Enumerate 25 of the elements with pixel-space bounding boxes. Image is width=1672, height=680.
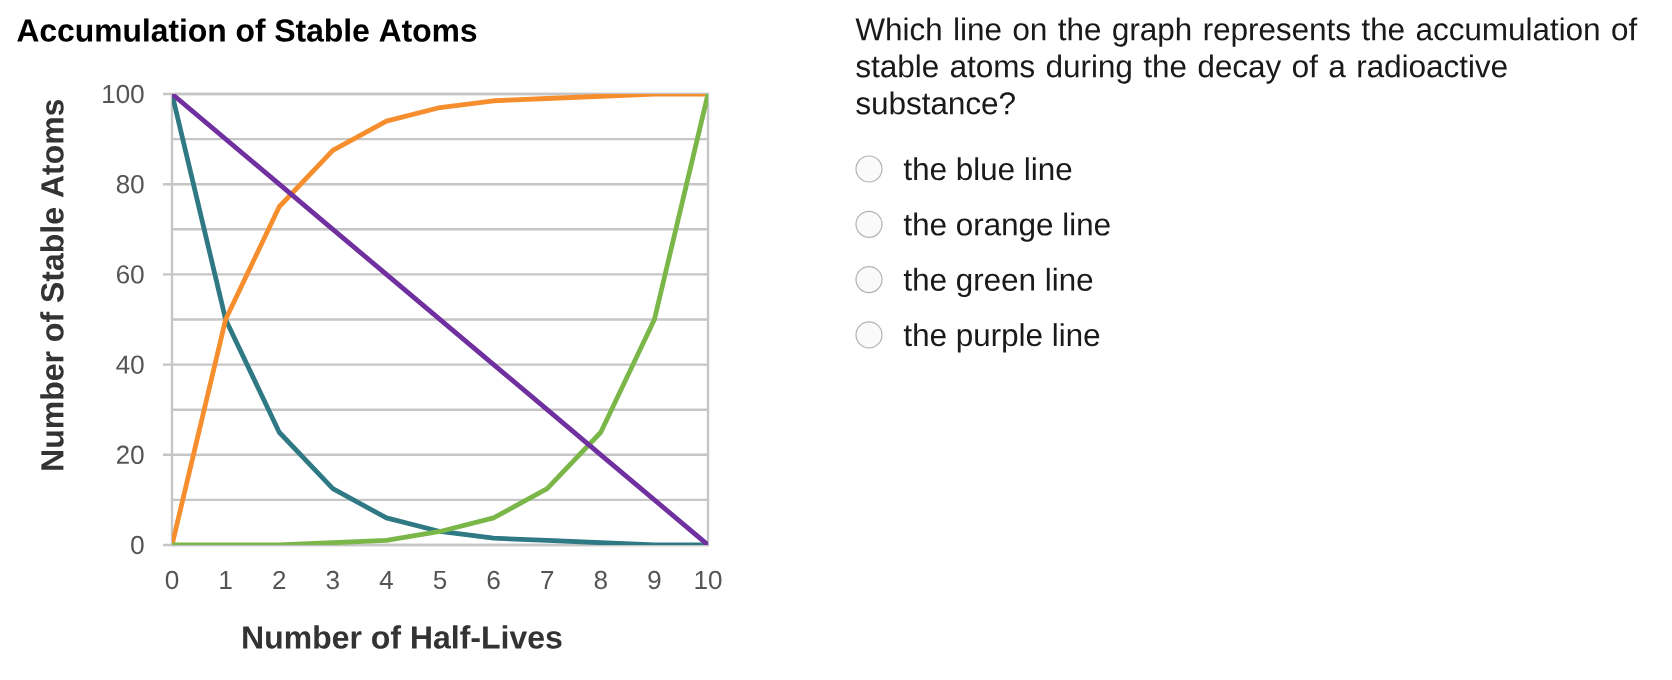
category-label: the green line <box>903 267 1093 298</box>
x-tick-label: 9 <box>648 570 661 590</box>
y-tick-label: 40 <box>116 355 144 374</box>
x-axis-title: Number of Half-Lives <box>243 625 562 649</box>
x-tick-label: 2 <box>273 570 286 590</box>
x-tick-label: 10 <box>695 570 722 590</box>
y-tick-label: 0 <box>131 535 144 555</box>
category-label: the purple line <box>903 323 1100 353</box>
x-tick-label: 5 <box>433 570 447 590</box>
category-label: the blue line <box>903 157 1072 181</box>
x-tick-label: 6 <box>487 570 500 590</box>
y-axis-title: Number of Stable Atoms <box>40 99 64 470</box>
y-tick-label: 20 <box>117 445 144 464</box>
x-tick-label: 7 <box>541 571 554 589</box>
x-tick-label: 3 <box>326 570 339 590</box>
y-tick-label: 80 <box>116 174 144 194</box>
x-tick-label: 4 <box>379 571 393 589</box>
x-tick-label: 8 <box>594 570 607 590</box>
x-tick-label: 0 <box>165 570 179 590</box>
y-tick-label: 100 <box>103 84 144 104</box>
x-tick-label: 1 <box>220 571 232 589</box>
category-label: the orange line <box>903 212 1110 242</box>
chart-title: Accumulation of Stable Atoms <box>17 18 477 42</box>
y-tick-label: 60 <box>117 265 144 284</box>
text: Which line on the graph represents the accumulation of stable atoms during the decay of a radioactive substance? <box>855 17 1638 115</box>
